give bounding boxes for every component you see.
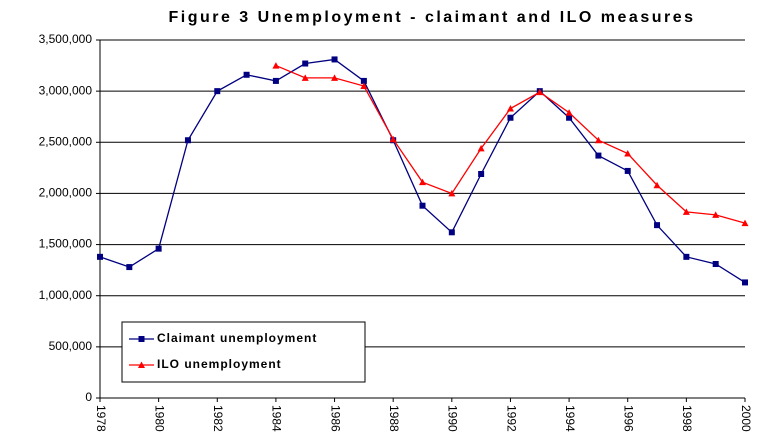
series-line <box>275 64 746 224</box>
triangle-marker <box>712 211 720 218</box>
triangle-marker <box>624 150 632 157</box>
x-tick-label: 1992 <box>504 405 518 432</box>
y-tick-label: 0 <box>85 390 92 404</box>
square-marker <box>155 245 162 252</box>
square-marker <box>331 56 338 63</box>
square-marker <box>595 152 602 159</box>
y-tick-label: 3,000,000 <box>39 83 93 97</box>
y-tick-label: 2,500,000 <box>39 134 93 148</box>
square-marker <box>683 253 690 260</box>
legend-marker <box>138 336 145 342</box>
y-tick-label: 3,500,000 <box>39 32 93 46</box>
square-marker <box>742 279 748 286</box>
triangle-marker <box>565 109 573 116</box>
legend-marker <box>138 361 145 368</box>
square-marker <box>272 77 279 84</box>
x-tick-label: 1978 <box>94 405 108 432</box>
square-marker <box>360 77 367 84</box>
triangle-marker <box>272 62 280 69</box>
legend-label: Claimant unemployment <box>157 331 317 345</box>
x-tick-label: 1984 <box>270 405 284 432</box>
legend-box <box>121 321 366 383</box>
x-tick-label: 1996 <box>622 405 636 432</box>
triangle-marker <box>301 74 309 81</box>
triangle-marker <box>682 208 690 215</box>
triangle-marker <box>536 88 544 96</box>
triangle-marker <box>331 74 339 81</box>
square-marker <box>214 88 221 95</box>
square-marker <box>507 114 514 121</box>
y-tick-label: 1,000,000 <box>39 288 93 302</box>
square-marker <box>478 170 485 177</box>
x-tick-label: 1982 <box>211 405 225 432</box>
triangle-marker <box>653 181 661 189</box>
triangle-marker <box>389 135 397 143</box>
legend-label: ILO unemployment <box>157 357 282 371</box>
triangle-marker <box>360 82 368 90</box>
square-marker <box>654 222 661 229</box>
square-marker <box>419 202 426 209</box>
y-tick-label: 500,000 <box>49 339 93 353</box>
triangle-marker <box>594 136 602 144</box>
x-tick-label: 1988 <box>387 405 401 432</box>
y-tick-label: 2,000,000 <box>39 186 93 200</box>
triangle-marker <box>448 189 456 197</box>
x-tick-label: 1986 <box>328 405 342 432</box>
y-tick-label: 1,500,000 <box>39 237 93 251</box>
x-tick-label: 1998 <box>680 405 694 432</box>
square-marker <box>712 261 719 268</box>
x-tick-label: 1990 <box>446 405 460 432</box>
square-marker <box>97 253 103 260</box>
square-marker <box>126 264 133 271</box>
square-marker <box>566 114 573 121</box>
x-tick-label: 1980 <box>152 405 166 432</box>
x-tick-label: 1994 <box>563 405 577 432</box>
triangle-marker <box>419 178 426 186</box>
square-marker <box>184 137 191 144</box>
square-marker <box>243 71 250 78</box>
chart-title: Figure 3 Unemployment - claimant and ILO… <box>168 9 695 26</box>
triangle-marker <box>477 144 485 152</box>
x-tick-label: 2000 <box>739 405 753 432</box>
series-line <box>99 58 746 283</box>
square-marker <box>624 167 631 174</box>
square-marker <box>302 60 309 67</box>
triangle-marker <box>506 105 514 112</box>
square-marker <box>448 229 455 236</box>
triangle-marker <box>741 219 749 227</box>
